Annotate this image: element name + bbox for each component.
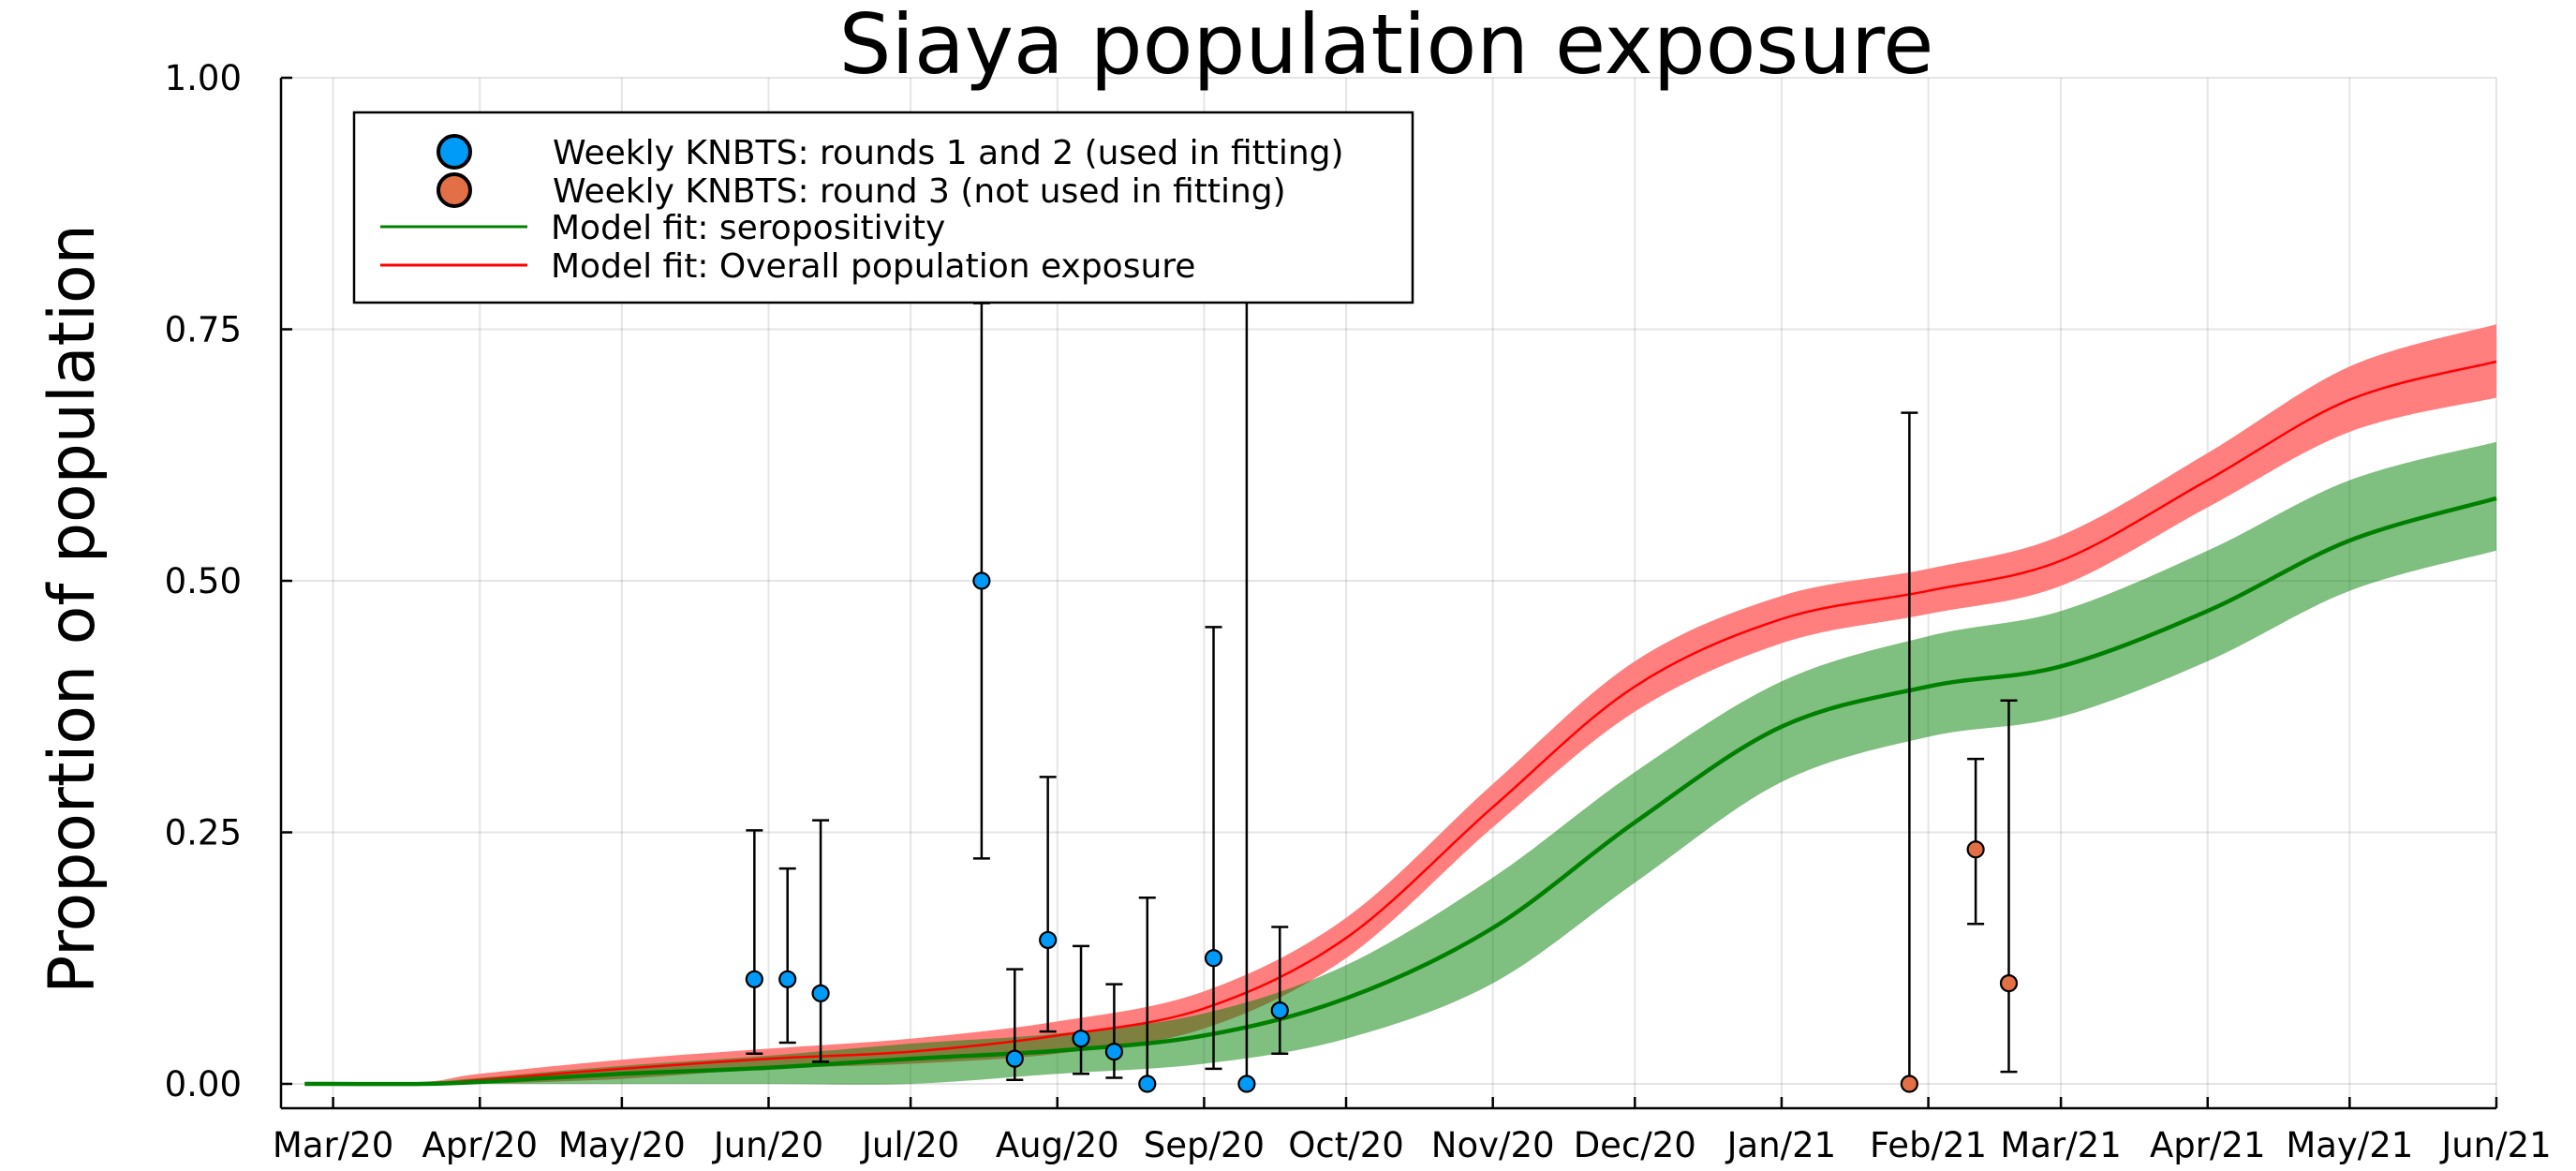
x-tick-label: Oct/20 <box>1288 1125 1404 1165</box>
data-point <box>811 819 830 1063</box>
data-point <box>1204 626 1223 1071</box>
legend-marker <box>437 172 472 208</box>
data-marker <box>1104 1043 1124 1061</box>
data-point <box>1999 699 2019 1074</box>
y-tick-label: 0.75 <box>165 310 242 350</box>
data-marker <box>1204 949 1223 968</box>
data-point <box>745 829 763 1056</box>
x-tick-label: Sep/20 <box>1144 1125 1265 1165</box>
exposure-line <box>304 360 2497 1086</box>
legend-label: Weekly KNBTS: round 3 (not used in fitti… <box>553 172 1286 211</box>
data-point <box>1072 944 1090 1075</box>
y-tick-label: 0.25 <box>165 813 242 853</box>
x-tick-label: Jun/21 <box>2439 1125 2551 1165</box>
x-tick-label: Jul/20 <box>860 1125 959 1165</box>
x-tick-label: Mar/21 <box>2000 1125 2121 1165</box>
legend-box <box>352 111 1414 304</box>
data-point <box>1966 757 1985 926</box>
x-tick-label: Feb/21 <box>1870 1125 1987 1165</box>
x-tick-label: Jun/20 <box>712 1125 823 1165</box>
legend-entry: Model fit: seropositivity <box>380 209 945 247</box>
data-marker <box>972 571 991 590</box>
legend-label: Weekly KNBTS: rounds 1 and 2 (used in fi… <box>553 134 1344 172</box>
x-tick-label: Jan/21 <box>1725 1125 1837 1165</box>
y-tick-label: 0.00 <box>165 1064 242 1104</box>
data-marker <box>1237 1075 1256 1093</box>
data-marker <box>811 984 830 1002</box>
x-tick-label: Apr/21 <box>2150 1125 2266 1165</box>
data-point <box>1138 897 1157 1093</box>
data-point <box>1005 968 1024 1081</box>
data-point <box>1039 776 1058 1033</box>
legend-entry: Weekly KNBTS: rounds 1 and 2 (used in fi… <box>437 134 1344 172</box>
data-marker <box>1138 1075 1157 1093</box>
axes: Mar/20 Apr/20 May/20 Jun/20 Jul/20 Aug/20 Sep/… <box>165 58 2552 1165</box>
data-marker <box>1999 973 2019 993</box>
model-lines <box>304 360 2497 1087</box>
data-marker <box>1005 1049 1024 1068</box>
confidence-bands <box>304 324 2496 1085</box>
chart-title: Siaya population exposure <box>839 0 1934 93</box>
data-point <box>778 867 797 1045</box>
data-marker <box>1039 930 1058 950</box>
data-marker <box>1900 1075 1918 1093</box>
legend-label: Model fit: seropositivity <box>551 209 945 247</box>
data-marker <box>1072 1030 1090 1048</box>
seropositivity-band <box>304 441 2496 1085</box>
legend: Weekly KNBTS: rounds 1 and 2 (used in fi… <box>352 111 1414 304</box>
legend-entry: Model fit: Overall population exposure <box>380 247 1195 286</box>
x-tick-label: Dec/20 <box>1574 1125 1696 1165</box>
x-tick-label: May/21 <box>2286 1125 2413 1165</box>
y-tick-label: 0.50 <box>165 561 242 601</box>
y-tick-label: 1.00 <box>165 58 242 98</box>
x-tick-label: Aug/20 <box>996 1125 1119 1165</box>
x-tick-label: May/20 <box>558 1125 686 1165</box>
data-points <box>745 298 2019 1093</box>
data-marker <box>778 970 797 988</box>
data-point <box>972 302 991 860</box>
x-tick-label: Nov/20 <box>1431 1125 1555 1165</box>
seropositivity-line <box>304 496 2497 1087</box>
data-point <box>1270 926 1289 1056</box>
legend-marker <box>437 134 472 170</box>
data-marker <box>745 970 763 988</box>
y-axis-label: Proportion of population <box>36 224 110 993</box>
legend-entry: Weekly KNBTS: round 3 (not used in fitti… <box>437 172 1286 211</box>
data-point <box>1900 411 1918 1093</box>
x-tick-label: Apr/20 <box>422 1125 538 1165</box>
data-marker <box>1966 840 1985 859</box>
data-point <box>1104 983 1124 1079</box>
legend-label: Model fit: Overall population exposure <box>551 247 1195 286</box>
x-tick-label: Mar/20 <box>273 1125 393 1165</box>
data-marker <box>1270 1001 1289 1020</box>
